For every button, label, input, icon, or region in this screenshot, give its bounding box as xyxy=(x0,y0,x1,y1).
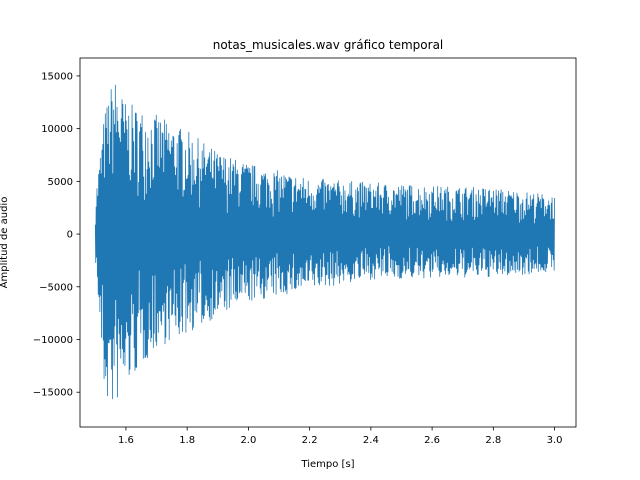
y-tick-label: −10000 xyxy=(33,335,73,346)
chart-title: notas_musicales.wav gráfico temporal xyxy=(213,38,444,52)
x-tick-label: 2.0 xyxy=(240,435,256,446)
axes-frame xyxy=(79,57,577,428)
x-tick-label: 2.6 xyxy=(424,435,440,446)
y-tick-label: 15000 xyxy=(41,71,73,82)
x-tick-label: 2.8 xyxy=(485,435,501,446)
y-tick-label: 0 xyxy=(67,230,73,241)
plot-area xyxy=(94,84,555,400)
y-tick-label: −15000 xyxy=(33,388,73,399)
y-axis-label: Amplitud de audio xyxy=(0,197,10,289)
x-tick-label: 2.4 xyxy=(363,435,379,446)
y-tick-label: 10000 xyxy=(41,124,73,135)
y-axis: 15000 10000 5000 0 −5000 −10000 −15000 xyxy=(33,71,80,399)
y-tick-label: −5000 xyxy=(39,282,73,293)
x-tick-label: 1.8 xyxy=(179,435,195,446)
y-tick-label: 5000 xyxy=(48,177,73,188)
waveform-line xyxy=(94,84,555,400)
x-tick-label: 1.6 xyxy=(118,435,134,446)
x-axis: 1.6 1.8 2.0 2.2 2.4 2.6 2.8 3.0 xyxy=(118,427,563,446)
x-tick-label: 3.0 xyxy=(547,435,563,446)
x-tick-label: 2.2 xyxy=(302,435,318,446)
x-axis-label: Tiempo [s] xyxy=(300,459,354,470)
